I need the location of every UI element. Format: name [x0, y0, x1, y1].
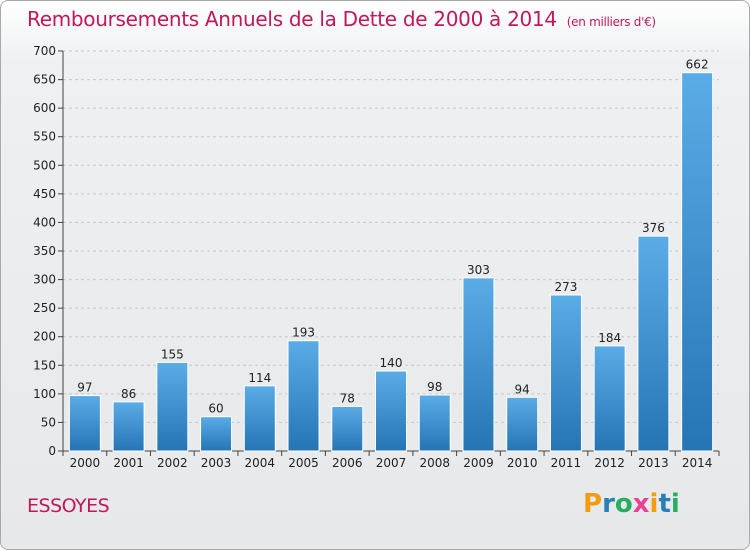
data-label: 376: [642, 221, 665, 235]
y-tick-label: 650: [33, 73, 56, 87]
bar: [68, 395, 101, 452]
y-tick-label: 100: [33, 387, 56, 401]
y-tick-label: 400: [33, 215, 56, 229]
data-label: 114: [248, 371, 271, 385]
x-tick-label: 2011: [551, 456, 582, 470]
x-tick-label: 2009: [463, 456, 494, 470]
data-label: 184: [598, 331, 621, 345]
proxiti-logo: Proxiti: [583, 489, 680, 519]
bar: [418, 394, 451, 452]
x-tick-label: 2003: [201, 456, 232, 470]
logo-letter: o: [614, 489, 633, 519]
logo-letter: t: [658, 489, 671, 519]
data-label: 273: [554, 280, 577, 294]
x-tick-label: 2008: [419, 456, 450, 470]
y-tick-label: 600: [33, 101, 56, 115]
bar: [331, 405, 364, 452]
data-label: 60: [208, 402, 223, 416]
data-label: 78: [340, 391, 355, 405]
axes: 0 50 100 150 200 250 300 350 400 450 500 550 600 650 7…: [33, 44, 720, 470]
bar: [506, 396, 539, 452]
data-label: 86: [121, 387, 136, 401]
bar: [375, 370, 407, 452]
data-label: 97: [77, 381, 92, 395]
y-tick-label: 700: [33, 44, 56, 58]
bar: [200, 416, 233, 452]
commune-name: ESSOYES: [27, 495, 110, 517]
data-label: 94: [515, 382, 530, 396]
x-tick-label: 2001: [113, 456, 144, 470]
x-tick-label: 2007: [376, 456, 407, 470]
x-tick-label: 2004: [245, 456, 276, 470]
chart-title-text: Remboursements Annuels de la Dette de 20…: [27, 7, 557, 31]
y-tick-label: 200: [33, 330, 56, 344]
y-tick-label: 500: [33, 158, 56, 172]
logo-letter: x: [632, 489, 650, 519]
data-label: 193: [292, 326, 315, 340]
y-tick-label: 250: [33, 301, 56, 315]
data-label: 98: [427, 380, 442, 394]
y-tick-label: 550: [33, 130, 56, 144]
x-tick-label: 2010: [507, 456, 538, 470]
x-tick-label: 2013: [638, 456, 669, 470]
x-tick-label: 2002: [157, 456, 188, 470]
value-labels: 97 86 155 60 114 193 78 140 98 303 94 273 184 376 662: [77, 58, 708, 416]
data-label: 140: [380, 356, 403, 370]
logo-letter: r: [602, 489, 615, 519]
x-tick-label: 2012: [594, 456, 625, 470]
x-tick-label: 2006: [332, 456, 363, 470]
x-tick-label: 2005: [288, 456, 319, 470]
data-label: 303: [467, 263, 490, 277]
y-tick-label: 0: [48, 444, 56, 458]
chart-title: Remboursements Annuels de la Dette de 20…: [27, 7, 656, 31]
y-tick-label: 450: [33, 187, 56, 201]
x-tick-label: 2000: [70, 456, 101, 470]
bar: [112, 401, 145, 452]
bar: [549, 294, 582, 452]
x-tick-label: 2014: [682, 456, 713, 470]
bar: [287, 340, 320, 452]
y-tick-label: 50: [41, 415, 56, 429]
bar: [156, 361, 189, 452]
bar: [243, 385, 276, 452]
logo-letter: i: [670, 489, 680, 519]
data-label: 662: [686, 58, 709, 72]
bar: [593, 345, 626, 452]
y-tick-label: 300: [33, 273, 56, 287]
bars: [68, 72, 714, 452]
chart-subtitle: (en milliers d'€): [566, 15, 656, 29]
y-tick-label: 150: [33, 358, 56, 372]
bar: [462, 277, 495, 452]
logo-letter: i: [649, 489, 659, 519]
data-label: 155: [161, 347, 184, 361]
y-tick-label: 350: [33, 244, 56, 258]
bar: [637, 235, 670, 452]
logo-letter: P: [583, 489, 603, 519]
bar: [681, 72, 714, 452]
